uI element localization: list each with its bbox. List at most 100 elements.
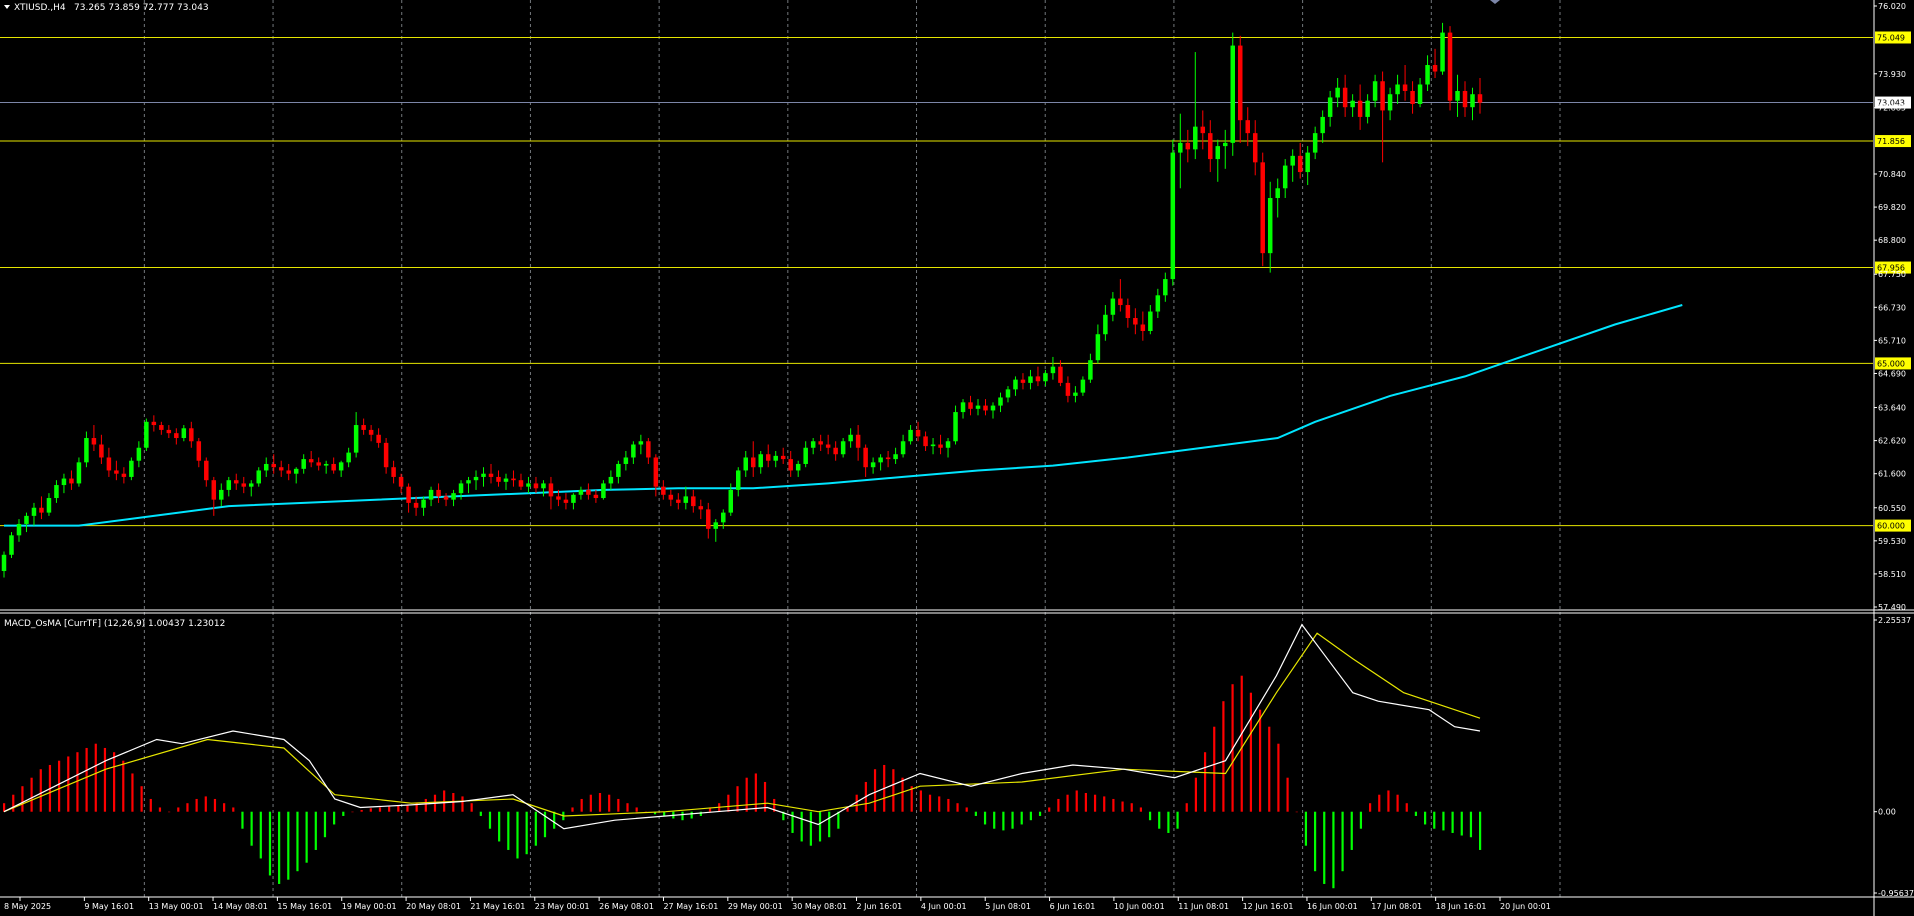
candle [1402,65,1408,101]
candle-body [368,429,374,435]
candle [810,438,816,455]
candle [721,509,726,529]
candle [271,454,276,474]
price-axis: 76.020 73.930 72.885 70.840 69.820 68.800 67.7… [1874,2,1906,612]
time-tick-label: 29 May 00:01 [728,902,783,911]
candle [1230,32,1235,156]
candle-body [638,441,644,445]
candle-body [713,522,719,529]
candle-body [1282,165,1288,189]
candle [1237,35,1243,143]
candle-body [1215,146,1221,160]
osma-bar [525,811,528,855]
macd-line [3,623,1481,830]
candle [226,476,232,497]
candle-body [578,489,584,495]
candle-body [1327,97,1333,117]
candle-body [39,507,44,513]
osma-bar [21,786,24,812]
candle [1417,78,1423,108]
candle [1365,94,1370,124]
candle-body [353,425,359,453]
candle-body [106,457,112,471]
horizontal-levels[interactable]: 75.049 71.856 67.956 65.000 60.000 [0,31,1911,532]
candle-body [840,441,846,455]
candle-body [1252,133,1258,163]
candle-body [1387,94,1393,111]
chart-shift-marker-icon[interactable] [1490,0,1500,4]
symbol-header: XTIUSD.,H4 73.265 73.859 72.777 73.043 [4,3,209,13]
price-tick-label: 58.510 [1878,570,1906,579]
osma-bar [278,811,281,884]
candle-body [990,405,996,411]
candle-body [1470,94,1475,108]
osma-bar [1038,811,1042,816]
candle [571,493,576,510]
candle-body [9,535,14,555]
candle-body [76,462,82,484]
osma-bar [1304,811,1308,846]
candle [653,454,659,497]
candle [706,502,711,539]
candle-body [241,483,247,487]
candle [526,476,531,494]
osma-bar [516,811,519,859]
candle-body [885,457,891,460]
osma-bar [928,794,932,812]
candle [1185,129,1191,163]
candle-body [728,489,734,513]
osma-bar [360,810,363,812]
osma-bar [846,807,849,812]
osma-bar [1423,811,1427,825]
candle-body [1043,373,1048,382]
candle [1013,376,1018,396]
candle [488,463,494,484]
osma-bar [461,796,464,812]
time-tick-label: 26 May 08:01 [599,902,654,911]
osma-bar [1121,801,1124,812]
signal-line [3,632,1481,817]
candle-body [1335,87,1340,98]
candle-body [1417,84,1423,104]
candle [1305,146,1310,186]
candle [1140,311,1146,341]
candle [586,483,591,500]
osma-bar [699,811,702,816]
macd-lines [3,623,1481,830]
candle-body [1050,366,1056,374]
candle [353,412,359,458]
level-label-background [1875,261,1911,274]
osma-bar [1378,794,1381,812]
candle [683,486,689,510]
candle [1148,305,1153,335]
candle [773,450,778,468]
candle-body [608,476,614,484]
candle [885,450,891,468]
candle-body [601,483,606,499]
candle [713,519,719,542]
candle-body [406,486,411,503]
candle [376,428,381,448]
level-label-background [1875,135,1911,148]
candle [863,444,868,477]
candle-body [1080,379,1086,393]
osma-bar [296,811,299,872]
candle [69,470,74,490]
candle [106,447,112,477]
candle-body [391,467,396,477]
collapse-triangle-icon[interactable] [4,5,10,9]
time-tick-label: 2 Jun 16:01 [857,902,903,911]
candle [241,476,247,494]
macd-tick-label: 0.00 [1878,808,1896,817]
level-label: 71.856 [1877,137,1905,146]
candle [1320,110,1325,143]
candle-body [1290,155,1295,166]
osma-bar [67,756,70,812]
time-tick-label: 6 Jun 16:01 [1050,902,1096,911]
candle-body [1193,126,1198,150]
candle [623,450,629,471]
osma-bar [232,807,235,812]
candle [428,486,434,507]
osma-bar [1460,811,1463,836]
candle [39,496,44,520]
